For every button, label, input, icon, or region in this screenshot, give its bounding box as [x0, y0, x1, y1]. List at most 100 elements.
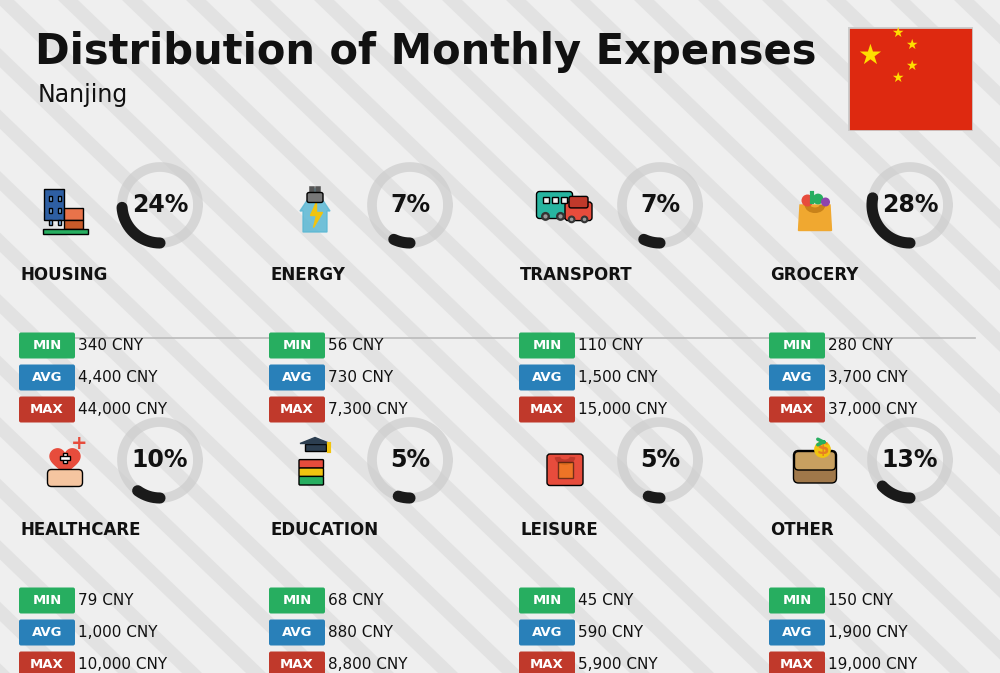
Text: 3,700 CNY: 3,700 CNY — [828, 370, 908, 385]
Polygon shape — [300, 437, 330, 444]
FancyBboxPatch shape — [19, 396, 75, 423]
FancyBboxPatch shape — [569, 197, 588, 208]
FancyBboxPatch shape — [547, 454, 583, 485]
Text: AVG: AVG — [282, 626, 312, 639]
Circle shape — [570, 217, 573, 221]
Text: 15,000 CNY: 15,000 CNY — [578, 402, 667, 417]
FancyBboxPatch shape — [794, 452, 836, 470]
Text: 590 CNY: 590 CNY — [578, 625, 643, 640]
Text: 19,000 CNY: 19,000 CNY — [828, 657, 917, 672]
Circle shape — [568, 215, 576, 223]
Text: TRANSPORT: TRANSPORT — [520, 266, 633, 284]
FancyBboxPatch shape — [48, 208, 52, 213]
FancyBboxPatch shape — [63, 452, 67, 463]
Text: 8,800 CNY: 8,800 CNY — [328, 657, 408, 672]
FancyBboxPatch shape — [269, 620, 325, 645]
Text: 7,300 CNY: 7,300 CNY — [328, 402, 408, 417]
FancyBboxPatch shape — [58, 208, 61, 213]
FancyBboxPatch shape — [769, 588, 825, 614]
Text: ENERGY: ENERGY — [270, 266, 345, 284]
Text: 10%: 10% — [132, 448, 188, 472]
Text: MAX: MAX — [530, 658, 564, 671]
Circle shape — [543, 214, 548, 219]
FancyBboxPatch shape — [64, 208, 83, 220]
FancyBboxPatch shape — [48, 196, 52, 201]
Text: ★: ★ — [857, 42, 882, 69]
FancyBboxPatch shape — [48, 220, 52, 225]
FancyBboxPatch shape — [519, 651, 575, 673]
Text: 79 CNY: 79 CNY — [78, 593, 134, 608]
FancyBboxPatch shape — [42, 229, 88, 234]
Text: 68 CNY: 68 CNY — [328, 593, 384, 608]
FancyBboxPatch shape — [48, 470, 82, 487]
FancyBboxPatch shape — [769, 365, 825, 390]
FancyBboxPatch shape — [519, 332, 575, 359]
FancyBboxPatch shape — [519, 396, 575, 423]
FancyBboxPatch shape — [64, 220, 83, 229]
Text: 1,900 CNY: 1,900 CNY — [828, 625, 908, 640]
Text: MIN: MIN — [32, 594, 62, 607]
FancyBboxPatch shape — [769, 651, 825, 673]
Text: EDUCATION: EDUCATION — [270, 521, 378, 539]
Text: 880 CNY: 880 CNY — [328, 625, 393, 640]
Text: MAX: MAX — [30, 658, 64, 671]
FancyBboxPatch shape — [299, 468, 324, 476]
Text: 5%: 5% — [390, 448, 430, 472]
FancyBboxPatch shape — [19, 588, 75, 614]
FancyBboxPatch shape — [19, 332, 75, 359]
Text: 5%: 5% — [640, 448, 680, 472]
FancyBboxPatch shape — [769, 396, 825, 423]
Text: 7%: 7% — [390, 193, 430, 217]
Circle shape — [581, 215, 588, 223]
Text: AVG: AVG — [32, 626, 62, 639]
Circle shape — [558, 214, 563, 219]
FancyBboxPatch shape — [269, 651, 325, 673]
Polygon shape — [798, 205, 832, 230]
Text: AVG: AVG — [782, 626, 812, 639]
Text: MIN: MIN — [282, 339, 312, 352]
Circle shape — [814, 441, 831, 458]
Text: 28%: 28% — [882, 193, 938, 217]
FancyBboxPatch shape — [304, 444, 326, 451]
FancyBboxPatch shape — [519, 588, 575, 614]
Text: AVG: AVG — [782, 371, 812, 384]
Text: 7%: 7% — [640, 193, 680, 217]
FancyBboxPatch shape — [794, 450, 836, 483]
Text: Nanjing: Nanjing — [38, 83, 128, 107]
Text: MIN: MIN — [782, 594, 812, 607]
FancyBboxPatch shape — [519, 620, 575, 645]
Text: Distribution of Monthly Expenses: Distribution of Monthly Expenses — [35, 31, 816, 73]
Text: 13%: 13% — [882, 448, 938, 472]
Text: 24%: 24% — [132, 193, 188, 217]
Text: MIN: MIN — [32, 339, 62, 352]
Text: 4,400 CNY: 4,400 CNY — [78, 370, 158, 385]
Circle shape — [802, 194, 814, 207]
Circle shape — [556, 212, 565, 221]
Text: 1,500 CNY: 1,500 CNY — [578, 370, 658, 385]
Text: MAX: MAX — [280, 658, 314, 671]
Text: MAX: MAX — [780, 403, 814, 416]
Text: 56 CNY: 56 CNY — [328, 338, 384, 353]
Text: ★: ★ — [905, 38, 918, 52]
Circle shape — [821, 197, 830, 207]
FancyBboxPatch shape — [269, 588, 325, 614]
FancyBboxPatch shape — [536, 192, 572, 219]
Text: 45 CNY: 45 CNY — [578, 593, 633, 608]
Circle shape — [583, 217, 586, 221]
FancyBboxPatch shape — [552, 197, 558, 203]
Text: 150 CNY: 150 CNY — [828, 593, 893, 608]
Text: MAX: MAX — [780, 658, 814, 671]
FancyBboxPatch shape — [769, 332, 825, 359]
Polygon shape — [300, 188, 330, 232]
Text: MAX: MAX — [30, 403, 64, 416]
Text: LEISURE: LEISURE — [520, 521, 598, 539]
Text: HOUSING: HOUSING — [20, 266, 107, 284]
FancyBboxPatch shape — [44, 188, 64, 220]
FancyBboxPatch shape — [58, 220, 61, 225]
FancyBboxPatch shape — [299, 476, 324, 485]
Text: 110 CNY: 110 CNY — [578, 338, 643, 353]
Circle shape — [813, 194, 823, 205]
FancyBboxPatch shape — [558, 462, 572, 478]
Text: AVG: AVG — [532, 371, 562, 384]
Text: 44,000 CNY: 44,000 CNY — [78, 402, 167, 417]
